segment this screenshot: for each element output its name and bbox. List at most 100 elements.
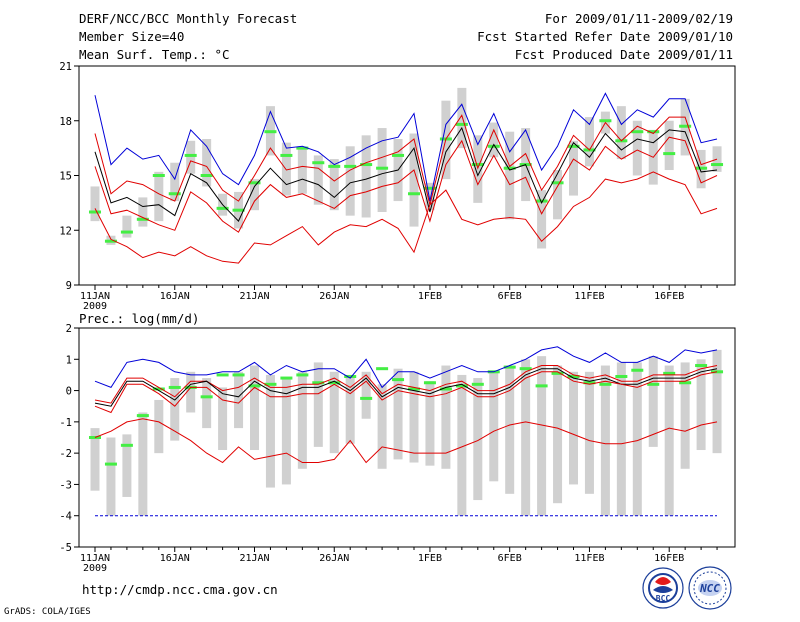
ensemble-box [313,362,323,447]
observed-mark [152,174,165,177]
y-tick-label: -3 [59,479,72,491]
observed-mark [376,166,389,170]
ensemble-box [329,371,339,454]
series-line-min [94,418,718,464]
ensemble-box [457,374,467,516]
plot-frame [78,327,736,548]
x-tick-label: 26JAN [319,291,349,302]
ensemble-box [664,120,674,171]
ensemble-box [409,133,419,227]
ensemble-box [202,378,212,429]
ensemble-box [553,365,563,504]
ensemble-box [648,356,658,447]
ensemble-box [553,170,563,220]
ensemble-box [170,162,180,202]
ensemble-box [600,365,610,516]
observed-mark [663,152,676,156]
ensemble-box [712,146,722,172]
observed-mark [248,181,261,185]
ensemble-box [569,371,578,485]
y-tick-label: 2 [66,323,72,335]
observed-mark [344,374,357,378]
observed-mark [439,387,452,391]
observed-mark [168,385,181,389]
observed-mark [392,153,405,157]
observed-mark [583,381,596,385]
observed-mark [280,376,293,380]
x-tick-label: 11FEB [574,291,604,302]
ensemble-box [122,434,132,497]
y-tick-label: 12 [59,225,72,237]
ensemble-box [329,159,339,211]
ensemble-box [569,140,578,196]
ensemble-box [537,356,547,516]
observed-mark [200,395,213,399]
temp-panel-title: Mean Surf. Temp.: °C [79,47,230,62]
observed-mark [248,384,261,388]
observed-mark [360,163,373,167]
observed-mark [455,122,468,126]
ensemble-box [281,142,291,196]
observed-mark [679,124,692,128]
observed-mark [296,146,309,150]
ensemble-box [106,437,116,516]
ensemble-box [489,122,499,158]
y-tick-label: -4 [59,511,72,523]
ensemble-box [616,106,626,160]
ensemble-box [377,384,387,469]
ensemble-box [90,186,100,222]
observed-mark [599,119,612,123]
y-tick-label: 0 [66,386,72,398]
ensemble-box [361,135,371,218]
observed-mark [216,373,229,377]
observed-mark [535,199,548,203]
observed-mark [312,161,325,165]
ensemble-box [584,117,594,167]
ensemble-box [250,179,259,211]
bcc-logo: BCC [642,567,684,609]
observed-mark [567,374,580,378]
ensemble-box [281,378,291,485]
y-tick-label: 18 [59,116,72,128]
ensemble-box [345,374,355,444]
observed-mark [711,370,724,374]
observed-mark [471,163,484,167]
ensemble-box [138,412,148,516]
observed-mark [695,166,708,170]
observed-mark [647,382,660,386]
forecast-period: For 2009/01/11-2009/02/19 [545,11,733,26]
observed-mark [328,381,341,385]
x-tick-label: 16FEB [654,291,684,302]
observed-mark [136,217,149,221]
ensemble-box [696,359,706,451]
observed-mark [567,144,580,148]
x-tick-label: 21JAN [239,553,269,564]
observed-mark [264,130,277,134]
observed-mark [120,443,133,447]
series-line-median [94,368,718,407]
y-tick-label: 15 [59,171,72,183]
observed-mark [455,384,468,388]
x-tick-label: 11JAN [80,291,110,302]
x-tick-label: 6FEB [498,553,522,564]
observed-mark [136,414,149,418]
series-line-q75 [94,365,718,404]
x-tick-label: 6FEB [498,291,522,302]
observed-mark [328,164,341,168]
observed-mark [631,130,644,134]
ensemble-box [505,365,515,494]
ensemble-box [393,368,403,460]
observed-mark [551,371,564,375]
observed-mark [503,166,516,170]
member-size: Member Size=40 [79,29,184,44]
ensemble-box [616,362,626,516]
ensemble-box [186,140,196,174]
observed-mark [392,378,405,382]
ensemble-box [313,155,323,205]
grads-credit: GrADS: COLA/IGES [4,607,91,617]
ensemble-box [664,365,674,516]
observed-mark [503,365,516,369]
observed-mark [551,181,564,185]
series-line-max [94,92,718,202]
